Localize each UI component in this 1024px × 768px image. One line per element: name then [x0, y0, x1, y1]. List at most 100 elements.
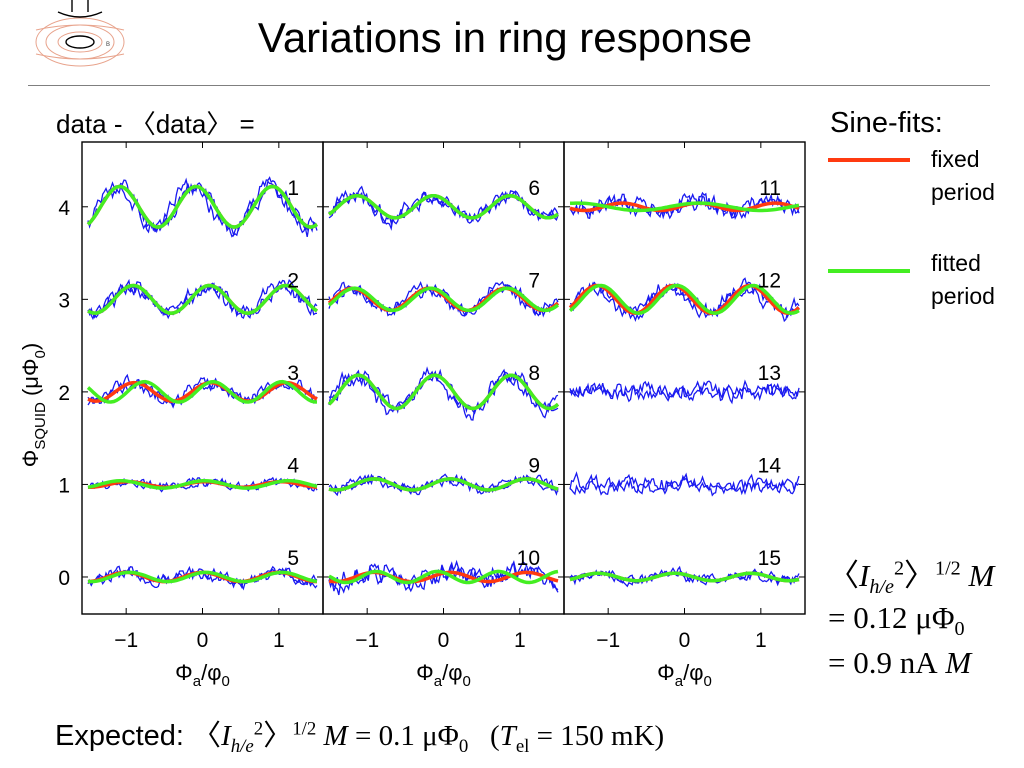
fit-fitted-period — [327, 286, 559, 313]
result-line-1: 〈Ih/e2〉1/2 M — [828, 550, 994, 599]
legend-fitted-line1: fitted — [931, 250, 981, 276]
symbol-M: M — [323, 720, 348, 752]
trace-label: 13 — [758, 362, 781, 385]
data-trace-up — [328, 185, 559, 231]
bracket-open: 〈 — [828, 558, 859, 593]
x-tick-label: 1 — [514, 629, 526, 652]
fit-fitted-period — [86, 184, 318, 229]
legend-fixed-label: fixed period — [931, 143, 995, 209]
fit-fitted-period — [327, 193, 559, 220]
trace-label: 11 — [759, 177, 781, 200]
fit-fitted-period — [568, 283, 800, 315]
data-trace-up — [569, 472, 800, 497]
y-tick-label: 4 — [58, 197, 70, 220]
fit-fitted-period — [328, 569, 559, 585]
legend-fitted-label: fitted period — [931, 247, 995, 313]
fit-fitted-period — [569, 201, 800, 213]
trace-label: 8 — [528, 362, 540, 385]
superscript-half: 1/2 — [935, 557, 961, 580]
fit-fixed-period — [568, 283, 801, 315]
temperature-value: = 150 mK) — [536, 720, 665, 752]
x-tick-label: 0 — [197, 629, 209, 652]
trace-label: 15 — [758, 547, 781, 570]
fit-fitted-period — [569, 571, 800, 583]
trace-label: 6 — [528, 177, 540, 200]
data-trace-down — [328, 366, 559, 419]
symbol-M: M — [945, 645, 972, 680]
legend-fixed-line2: period — [931, 179, 995, 205]
superscript-2: 2 — [253, 718, 264, 740]
symbol-I: I — [859, 558, 870, 593]
subscript-he: h/e — [230, 735, 254, 757]
x-tick-label: 0 — [438, 629, 450, 652]
data-trace-down — [87, 278, 317, 321]
data-trace-up — [328, 283, 559, 318]
slide-title: Variations in ring response — [257, 14, 753, 61]
x-axis-label: Φa/φ0 — [416, 660, 471, 690]
trace-label: 4 — [287, 454, 299, 477]
trace-label: 1 — [287, 177, 299, 200]
x-tick-label: −1 — [355, 629, 379, 652]
y-axis-label: ΦSQUID (μΦ0) — [18, 343, 49, 467]
x-tick-label: −1 — [596, 629, 620, 652]
subscript-el: el — [515, 735, 530, 757]
trace-label: 14 — [758, 454, 782, 477]
legend-fixed-line1: fixed — [931, 146, 980, 172]
y-tick-label: 2 — [58, 382, 70, 405]
expected-line: Expected: 〈Ih/e2〉1/2 M = 0.1 μΦ0 (Tel = … — [55, 712, 664, 758]
sine-fits-heading: Sine-fits: — [830, 107, 943, 139]
superscript-half: 1/2 — [292, 718, 317, 740]
subscript-0: 0 — [954, 618, 965, 641]
svg-text:B: B — [106, 42, 110, 48]
subscript-he: h/e — [869, 576, 894, 599]
bracket-close: 〉 — [904, 558, 936, 593]
title-divider — [28, 85, 990, 86]
subscript-0: 0 — [458, 735, 469, 757]
expected-value: = 0.1 μΦ — [354, 720, 459, 752]
y-tick-label: 3 — [58, 289, 70, 312]
trace-label: 10 — [517, 547, 540, 570]
y-tick-label: 0 — [58, 567, 70, 590]
legend-fitted-line2: period — [931, 283, 995, 309]
expected-label: Expected: — [55, 720, 184, 752]
superscript-2: 2 — [893, 557, 905, 580]
x-axis-label: Φa/φ0 — [657, 660, 712, 690]
trace-label: 9 — [528, 454, 540, 477]
ring-logo: B — [35, 0, 125, 67]
symbol-M: M — [968, 558, 995, 593]
result-line-3: = 0.9 nA M — [828, 645, 971, 681]
trace-label: 2 — [287, 269, 299, 292]
bracket-open: 〈 — [192, 720, 222, 752]
fit-fitted-period — [86, 379, 318, 404]
x-tick-label: 1 — [755, 629, 767, 652]
trace-label: 5 — [287, 547, 299, 570]
trace-label: 7 — [528, 269, 540, 292]
fit-fitted-period — [328, 477, 559, 492]
data-trace-down — [569, 191, 800, 221]
result-value-current: = 0.9 nA — [828, 645, 938, 680]
paren-open: ( — [490, 720, 500, 752]
y-tick-label: 1 — [58, 474, 70, 497]
x-axis-label: Φa/φ0 — [175, 660, 230, 690]
x-tick-label: 1 — [273, 629, 285, 652]
result-line-2: = 0.12 μΦ0 — [828, 600, 965, 641]
data-trace-down — [87, 176, 318, 238]
x-tick-label: 0 — [679, 629, 691, 652]
fit-fitted-period — [87, 570, 318, 584]
fit-fitted-period — [327, 373, 560, 411]
symbol-T: T — [499, 720, 516, 752]
data-trace-down — [569, 277, 800, 323]
trace-label: 12 — [758, 269, 781, 292]
fit-fitted-period — [87, 283, 319, 315]
data-trace-down — [569, 471, 800, 496]
x-tick-label: −1 — [114, 629, 138, 652]
bracket-close: 〉 — [263, 720, 293, 752]
symbol-I: I — [221, 720, 231, 752]
trace-label: 3 — [287, 362, 299, 385]
data-minus-mean-label: data - 〈data〉 = — [56, 109, 255, 139]
legend-fitted-swatch — [828, 269, 910, 273]
data-trace-down — [569, 379, 800, 402]
legend-fixed-swatch — [828, 158, 910, 162]
result-value-flux: = 0.12 μΦ — [828, 600, 955, 635]
